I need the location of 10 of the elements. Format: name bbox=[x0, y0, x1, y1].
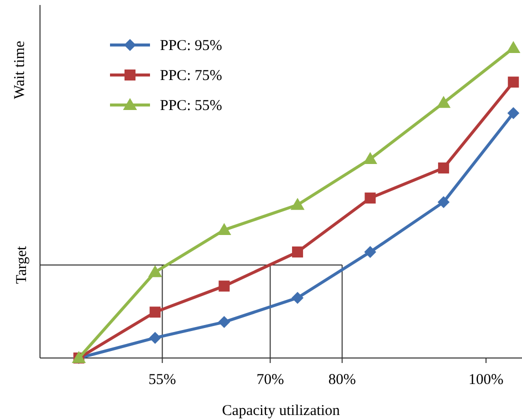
x-tick-label: 70% bbox=[256, 372, 284, 388]
legend-label: PPC: 75% bbox=[160, 68, 222, 84]
ref-line-label: Target bbox=[14, 245, 30, 284]
legend-label: PPC: 95% bbox=[160, 38, 222, 54]
x-tick-label: 100% bbox=[468, 372, 504, 388]
x-axis-title: Capacity utilization bbox=[222, 403, 340, 419]
x-tick-label: 55% bbox=[148, 372, 176, 388]
x-tick-label: 80% bbox=[328, 372, 356, 388]
y-axis-title: Wait time bbox=[12, 40, 28, 100]
legend-label: PPC: 55% bbox=[160, 98, 222, 114]
